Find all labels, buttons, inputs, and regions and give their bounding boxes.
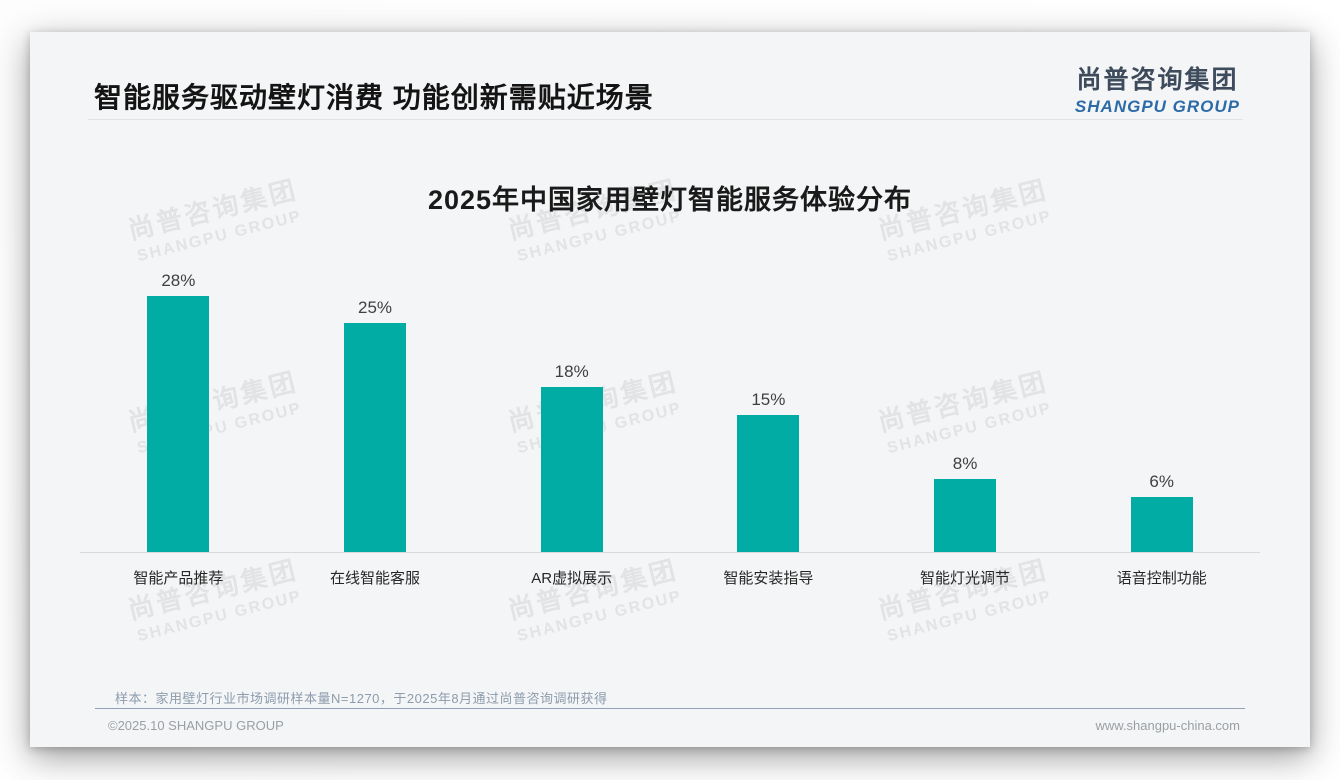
bar-column: 8% <box>867 257 1064 552</box>
category-label: 语音控制功能 <box>1116 570 1207 587</box>
chart-title: 2025年中国家用壁灯智能服务体验分布 <box>427 185 913 215</box>
bar <box>540 387 603 552</box>
page-title: 智能服务驱动壁灯消费 功能创新需贴近场景 <box>94 82 654 113</box>
bar-column: 6% <box>1063 257 1260 552</box>
sample-note: 样本：家用壁灯行业市场调研样本量N=1270，于2025年8月通过尚普咨询调研获… <box>115 691 608 706</box>
brand-logo-chinese: 尚普咨询集团 <box>1076 66 1239 94</box>
bar-value-label: 25% <box>357 298 393 317</box>
bar <box>737 415 800 552</box>
brand-logo: 尚普咨询集团 SHANGPU GROUP <box>1075 60 1240 117</box>
header-divider <box>88 119 1243 120</box>
bar-column: 25% <box>277 257 474 552</box>
brand-logo-english: SHANGPU GROUP <box>1074 97 1240 116</box>
bar-value-label: 28% <box>161 271 196 290</box>
watermark-english: SHANGPU GROUP <box>885 587 1054 646</box>
bar-value-label: 8% <box>952 454 978 473</box>
category-axis: 智能产品推荐 在线智能客服 AR虚拟展示 智能安装指导 智能灯光调节 语音控制功能 <box>80 567 1260 588</box>
bar-value-label: 15% <box>751 390 786 409</box>
category-label: 在线智能客服 <box>330 570 421 587</box>
watermark-english: SHANGPU GROUP <box>135 587 304 646</box>
bar-value-label: 6% <box>1149 472 1174 491</box>
website-url: www.shangpu-china.com <box>1095 718 1240 733</box>
bar-column: 28% <box>80 257 277 552</box>
watermark-chinese: 尚普咨询集团 <box>124 554 301 626</box>
footer-bar: ©2025.10 SHANGPU GROUP www.shangpu-china… <box>108 718 1240 733</box>
category-label: 智能灯光调节 <box>920 570 1011 587</box>
bar-value-label: 18% <box>554 362 589 381</box>
watermark-chinese: 尚普咨询集团 <box>874 554 1051 626</box>
bar <box>344 323 406 552</box>
watermark-chinese: 尚普咨询集团 <box>504 554 681 626</box>
bar <box>147 296 210 552</box>
bar-column: 15% <box>670 257 867 552</box>
bar-chart: 28% 25% 18% 15% 8% 6% <box>80 257 1260 553</box>
category-label: 智能产品推荐 <box>133 570 224 587</box>
footer-divider <box>95 708 1245 709</box>
watermark-english: SHANGPU GROUP <box>515 587 684 646</box>
slide-card: 尚普咨询集团 SHANGPU GROUP 尚普咨询集团 SHANGPU GROUP 尚普… <box>30 32 1310 747</box>
copyright-text: ©2025.10 SHANGPU GROUP <box>108 718 284 733</box>
category-label: AR虚拟展示 <box>531 570 613 587</box>
bar <box>1130 497 1193 552</box>
bar <box>934 479 997 552</box>
category-label: 智能安装指导 <box>723 570 814 587</box>
bar-column: 18% <box>473 257 670 552</box>
